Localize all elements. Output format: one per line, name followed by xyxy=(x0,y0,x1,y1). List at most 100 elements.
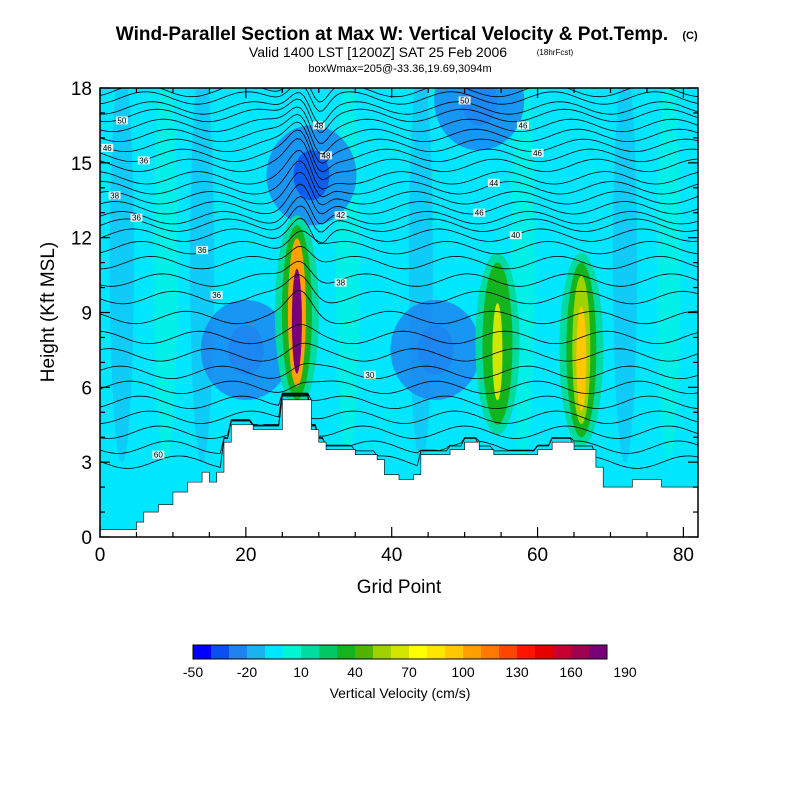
colorbar-tick-label: 130 xyxy=(505,664,529,680)
isentrope-line xyxy=(100,88,698,103)
isentrope-label-bg xyxy=(115,116,128,125)
colorbar-label: Vertical Velocity (cm/s) xyxy=(330,685,471,701)
x-tick-label: 40 xyxy=(381,545,402,566)
y-axis-ticks: 0 36 9 12 15 18 xyxy=(71,79,698,549)
isentrope-label-bg xyxy=(334,211,347,220)
isentrope-label-bg xyxy=(196,246,209,255)
isentrope-line xyxy=(100,392,698,409)
isentrope-label: 60 xyxy=(154,451,163,460)
colorbar-swatch xyxy=(481,645,500,659)
isentrope-line xyxy=(100,380,698,395)
isentrope-label: 36 xyxy=(198,246,207,255)
colorbar-tick-label: 10 xyxy=(293,664,309,680)
colorbar-tick-label: 70 xyxy=(401,664,417,680)
isentrope-line xyxy=(100,121,698,164)
x-tick-label: 80 xyxy=(673,545,694,566)
isentrope-line xyxy=(100,363,698,380)
colorbar-tick-label: 190 xyxy=(613,664,637,680)
isentrope-label-bg xyxy=(130,213,143,222)
isentrope-line xyxy=(100,88,698,112)
colorbar xyxy=(192,644,608,660)
title-mark: (C) xyxy=(682,30,698,42)
colorbar-tick-label: -20 xyxy=(237,664,257,680)
y-tick-label: 15 xyxy=(71,154,92,175)
isentrope-line xyxy=(100,106,698,144)
colorbar-swatch xyxy=(445,645,464,659)
colorbar-tick-labels: -50 -20 10 40 70 100 130 160 190 xyxy=(183,664,637,680)
isentrope-label-bg xyxy=(320,151,333,160)
isentrope-line xyxy=(100,394,698,439)
isentrope-line xyxy=(100,245,698,270)
isentrope-line xyxy=(100,150,698,190)
x-axis-ticks: 0 20 40 60 80 xyxy=(95,88,694,566)
isentrope-label-bg xyxy=(487,178,500,187)
isentrope-label-bg xyxy=(516,121,529,130)
isentrope-line xyxy=(100,217,698,245)
potential-temperature-contours: 60 30 36 38 36 40 36 42 46 44 38 36 48 46 46 48 46 50 50 xyxy=(100,88,698,469)
isentrope-label-bg xyxy=(458,96,471,105)
isentrope-line xyxy=(100,342,698,362)
isentrope-label: 42 xyxy=(336,211,345,220)
isentrope-line xyxy=(100,205,698,233)
isentrope-line xyxy=(100,183,698,215)
y-tick-label: 6 xyxy=(81,378,92,399)
isentrope-label: 46 xyxy=(533,149,542,158)
y-tick-label: 12 xyxy=(71,229,92,250)
isentrope-label: 50 xyxy=(460,96,469,105)
velocity-field xyxy=(109,88,681,463)
chart-subtitle: Valid 1400 LST [1200Z] SAT 25 Feb 2006 xyxy=(249,44,507,60)
isentrope-line xyxy=(100,274,698,305)
isentrope-line xyxy=(100,138,698,181)
colorbar-swatch xyxy=(409,645,428,659)
isentrope-line xyxy=(100,324,698,345)
y-axis-label: Height (Kft MSL) xyxy=(38,242,59,382)
field-band xyxy=(613,88,638,463)
isentrope-label-bg xyxy=(137,156,150,165)
y-tick-label: 18 xyxy=(71,79,92,100)
isentrope-label: 38 xyxy=(336,279,345,288)
downdraft-core xyxy=(417,324,454,375)
colorbar-swatch xyxy=(499,645,518,659)
isentrope-label: 48 xyxy=(314,121,323,130)
y-tick-label: 9 xyxy=(81,304,92,325)
isentrope-label: 48 xyxy=(322,151,331,160)
isentrope-label: 36 xyxy=(212,291,221,300)
updraft-core xyxy=(492,303,503,401)
colorbar-swatch xyxy=(535,645,554,659)
isentrope-line xyxy=(100,261,698,287)
isentrope-label-bg xyxy=(509,231,522,240)
subtitle-note: (18hrFcst) xyxy=(537,48,574,57)
isentrope-line xyxy=(100,395,698,469)
isentrope-label: 36 xyxy=(132,214,141,223)
isentrope-line xyxy=(100,394,698,454)
downdraft-core xyxy=(227,324,264,375)
colorbar-tick-label: 40 xyxy=(347,664,363,680)
colorbar-swatch xyxy=(301,645,320,659)
colorbar-swatch xyxy=(373,645,392,659)
colorbar-swatch xyxy=(247,645,266,659)
x-tick-label: 20 xyxy=(235,545,256,566)
colorbar-swatch xyxy=(571,645,590,659)
field-band xyxy=(335,88,360,463)
isentrope-line xyxy=(100,113,698,155)
colorbar-swatch xyxy=(283,645,302,659)
isentrope-line xyxy=(100,98,698,133)
chart-title: Wind-Parallel Section at Max W: Vertical… xyxy=(116,24,668,45)
colorbar-swatch xyxy=(229,645,248,659)
colorbar-swatch xyxy=(589,645,608,659)
isentrope-label: 36 xyxy=(139,156,148,165)
isentrope-label: 38 xyxy=(110,191,119,200)
colorbar-swatch xyxy=(463,645,482,659)
isentrope-line xyxy=(100,92,698,124)
updraft-core xyxy=(291,268,302,374)
y-tick-label: 0 xyxy=(81,528,92,549)
info-line: boxWmax=205@-33.36,19.69,3094m xyxy=(308,63,491,75)
colorbar-swatch xyxy=(211,645,230,659)
field-band xyxy=(153,88,178,463)
isentrope-label: 46 xyxy=(103,144,112,153)
colorbar-swatch xyxy=(337,645,356,659)
colorbar-swatch xyxy=(553,645,572,659)
colorbar-swatch xyxy=(517,645,536,659)
colorbar-swatch xyxy=(427,645,446,659)
